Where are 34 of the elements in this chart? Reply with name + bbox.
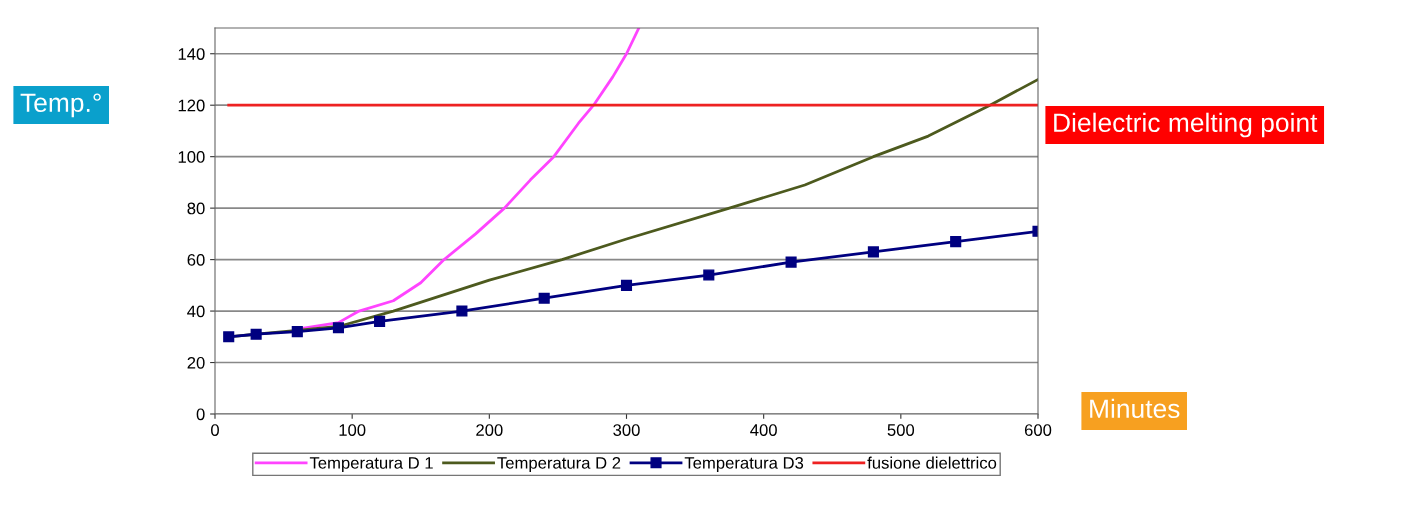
y-tick-label: 20: [187, 356, 205, 369]
x-tick-label: 600: [1024, 424, 1052, 436]
x-tick-label: 300: [613, 424, 640, 436]
point: [456, 305, 468, 317]
legend-label: Temperatura D 2: [497, 456, 621, 473]
x-tick-label: 400: [750, 424, 777, 436]
point: [332, 322, 345, 334]
point: [374, 315, 386, 327]
y-tick-label: 80: [187, 202, 205, 215]
legend-label: Temperatura D 1: [309, 457, 433, 473]
y-tick-label: 40: [187, 305, 205, 318]
text: Temp.°: [20, 93, 101, 118]
y-tick-label: 120: [178, 99, 205, 112]
y-tick-label: 140: [178, 48, 205, 60]
point: [291, 326, 303, 338]
point: [785, 256, 797, 268]
x-tick-label: 200: [476, 424, 503, 436]
x-tick-label: 0: [211, 424, 219, 436]
x-tick-label: 500: [887, 424, 915, 436]
point: [538, 292, 550, 304]
point: [950, 236, 962, 248]
point: [867, 246, 879, 258]
legend-label: fusione dielettrico: [867, 456, 997, 469]
text: Dielectric melting point: [1054, 112, 1318, 138]
y-tick-label: 100: [178, 151, 205, 163]
point: [223, 331, 235, 343]
text: Minutes: [1090, 398, 1180, 419]
y-tick-label: 60: [187, 254, 205, 266]
x-tick-label: 100: [339, 424, 366, 436]
point: [703, 269, 715, 281]
legend-label: Temperatura D3: [684, 456, 804, 473]
point: [620, 279, 633, 291]
point: [250, 328, 262, 340]
y-tick-label: 0: [196, 408, 205, 421]
